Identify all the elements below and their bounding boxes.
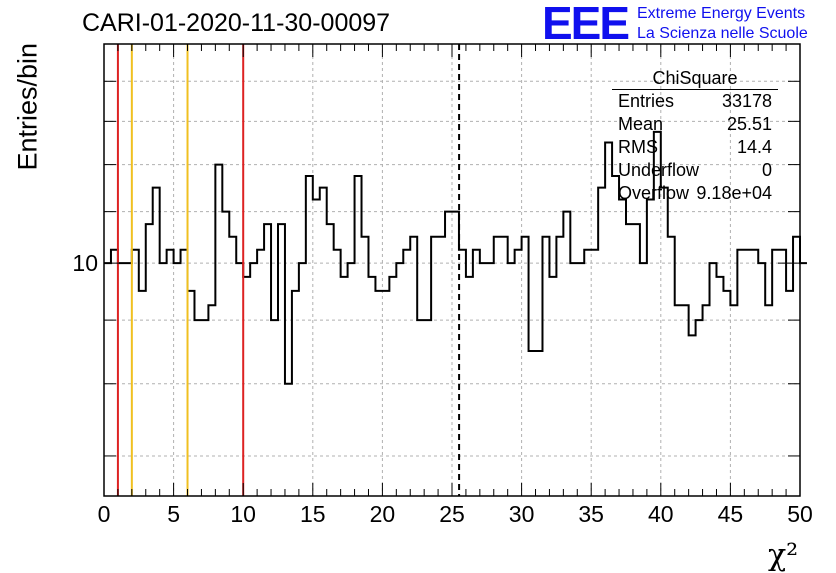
stats-row-entries: Entries 33178 (612, 90, 778, 113)
x-axis-label: χ² (768, 538, 799, 573)
stats-value: 25.51 (726, 114, 772, 134)
stats-row-rms: RMS 14.4 (612, 136, 778, 159)
y-tick-label: 10 (72, 250, 98, 276)
logo-line-2: La Scienza nelle Scuole (637, 25, 808, 42)
x-tick-label: 50 (787, 501, 813, 527)
stats-value: 33178 (721, 91, 772, 111)
stats-row-mean: Mean 25.51 (612, 113, 778, 136)
x-tick-label: 45 (718, 501, 744, 527)
y-axis-label: Entries/bin (12, 42, 43, 171)
stats-key: RMS (618, 137, 658, 157)
x-tick-label: 10 (230, 501, 256, 527)
stats-key: Underflow (618, 160, 700, 180)
stats-row-overflow: Overflow 9.18e+04 (612, 182, 778, 205)
histogram-line (104, 130, 807, 385)
x-tick-label: 20 (370, 501, 396, 527)
stats-row-underflow: Underflow 0 (612, 159, 778, 182)
x-tick-label: 30 (509, 501, 535, 527)
plot-area (104, 44, 800, 496)
stats-value: 14.4 (736, 137, 772, 157)
stats-key: Mean (618, 114, 664, 134)
x-tick-label: 15 (300, 501, 326, 527)
x-tick-label: 0 (98, 501, 111, 527)
stats-title: ChiSquare (612, 68, 778, 90)
stats-value: 9.18e+04 (696, 183, 772, 203)
x-tick-label: 5 (167, 501, 180, 527)
x-tick-label: 25 (439, 501, 465, 527)
stats-key: Overflow (618, 183, 690, 203)
stats-box: ChiSquare Entries 33178 Mean 25.51 RMS 1… (612, 68, 778, 205)
stats-value: 0 (761, 160, 772, 180)
logo-line-1: Extreme Energy Events (637, 5, 806, 22)
x-tick-label: 35 (578, 501, 604, 527)
chart-title: CARI-01-2020-11-30-00097 (82, 9, 391, 37)
eee-logo: EEE (542, 0, 630, 49)
x-tick-label: 40 (648, 501, 674, 527)
stats-key: Entries (618, 91, 675, 111)
